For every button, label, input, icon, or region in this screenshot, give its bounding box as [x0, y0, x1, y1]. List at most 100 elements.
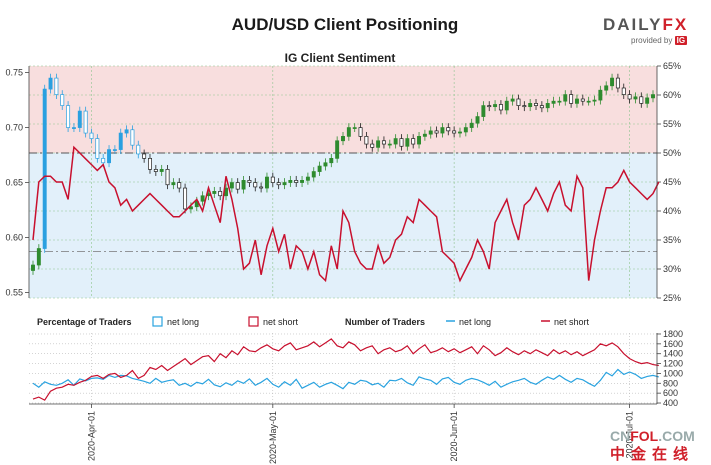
price-candle: [247, 175, 252, 187]
price-candle: [387, 139, 392, 149]
candle-body: [323, 162, 328, 167]
chart-title: AUD/USD Client Positioning: [231, 15, 459, 34]
price-candle: [487, 101, 492, 112]
candle-body: [259, 186, 264, 189]
candle-body: [346, 127, 351, 137]
price-candle: [417, 131, 422, 149]
tick-label-date: 2020-Jul-01: [625, 411, 635, 459]
candle-body: [235, 182, 240, 190]
watermark-site: CNFOL.COM: [610, 428, 710, 444]
price-candle: [171, 178, 176, 190]
tick-label-pct: 30%: [663, 264, 681, 274]
price-candle: [329, 153, 334, 168]
price-candle: [592, 95, 597, 106]
price-candle: [212, 186, 217, 198]
tick-label-pct: 35%: [663, 235, 681, 245]
candle-body: [241, 180, 246, 190]
price-candle: [493, 100, 498, 112]
tick-label-pct: 65%: [663, 61, 681, 71]
price-candle: [300, 175, 305, 187]
price-candle: [118, 128, 123, 154]
brand-wordmark: DAILYFX: [603, 15, 703, 35]
price-candle: [235, 178, 240, 194]
candle-body: [83, 110, 88, 134]
tick-label-pct: 25%: [663, 293, 681, 303]
candle-body: [569, 94, 574, 104]
price-candle: [463, 123, 468, 137]
price-candle: [428, 126, 433, 139]
candle-body: [598, 89, 603, 101]
candle-body: [364, 136, 369, 145]
candle-body: [130, 129, 135, 146]
candle-body: [171, 182, 176, 186]
candle-body: [358, 127, 363, 137]
price-candle: [124, 125, 129, 138]
candle-body: [458, 131, 462, 134]
price-candle: [165, 164, 170, 190]
price-candle: [580, 94, 585, 106]
tick-label-price: 0.55: [5, 288, 23, 298]
candle-body: [539, 105, 544, 109]
price-candle: [36, 244, 41, 270]
wm-com: .COM: [658, 428, 695, 444]
price-candle: [621, 83, 626, 99]
tick-label-pct: 60%: [663, 90, 681, 100]
price-candle: [341, 131, 345, 146]
price-candle: [393, 134, 398, 149]
price-candle: [551, 96, 556, 108]
candle-body: [124, 129, 129, 134]
tick-label-count: 1200: [663, 359, 683, 369]
candle-body: [148, 158, 152, 170]
candle-body: [95, 138, 100, 159]
candle-body: [282, 182, 287, 186]
num-net-long-line: [32, 368, 659, 390]
price-candle: [604, 81, 609, 95]
legend-num-long: net long: [459, 317, 491, 327]
net-long-zone: [29, 153, 657, 298]
price-candle: [440, 123, 445, 138]
tick-label-date: 2020-Apr-01: [86, 411, 96, 461]
price-candle: [422, 129, 427, 141]
candle-body: [381, 140, 386, 145]
price-candle: [218, 186, 223, 201]
legend-pct-short-swatch: [248, 316, 259, 327]
price-candle: [77, 106, 82, 132]
tick-label-pct: 55%: [663, 119, 681, 129]
candle-body: [300, 180, 305, 183]
price-candle: [434, 126, 439, 138]
candle-body: [574, 98, 579, 104]
candle-body: [317, 165, 322, 172]
tick-label-count: 1000: [663, 368, 683, 378]
candle-body: [48, 77, 53, 90]
price-candle: [481, 101, 486, 121]
candle-body: [493, 104, 498, 108]
candle-body: [563, 94, 568, 102]
price-candle: [136, 140, 141, 159]
candle-body: [440, 127, 445, 134]
candle-body: [77, 110, 82, 128]
tick-label-pct: 45%: [663, 177, 681, 187]
price-candle: [270, 172, 275, 187]
price-candle: [264, 172, 269, 193]
price-candle: [294, 175, 299, 187]
legend-pct-long: net long: [167, 317, 199, 327]
dailyfx-logo: DAILYFX provided by IG: [603, 15, 703, 45]
tick-label-price: 0.60: [5, 233, 23, 243]
candle-body: [487, 105, 492, 108]
candle-body: [645, 97, 650, 104]
candle-body: [580, 98, 585, 102]
candle-body: [218, 190, 223, 197]
candle-body: [522, 105, 527, 108]
candle-body: [294, 180, 299, 183]
candle-body: [118, 132, 123, 150]
price-candle: [370, 139, 375, 152]
candle-body: [639, 96, 644, 104]
price-candle: [311, 167, 316, 182]
price-candle: [516, 94, 521, 110]
price-candle: [229, 178, 234, 193]
candle-body: [504, 100, 509, 111]
price-candle: [112, 145, 117, 154]
price-candle: [381, 136, 386, 149]
num-net-short-line: [32, 338, 659, 401]
candle-body: [528, 103, 533, 108]
